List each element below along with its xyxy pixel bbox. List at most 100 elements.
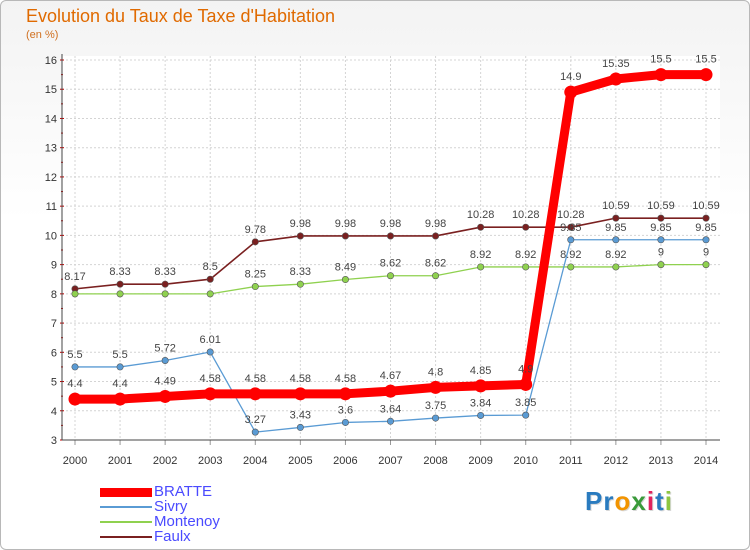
y-tick-label: 4: [51, 406, 57, 418]
data-point: [341, 418, 349, 426]
data-point: [612, 236, 620, 244]
data-point: [432, 414, 440, 422]
data-point: [657, 261, 665, 269]
x-tick-label: 2008: [423, 455, 447, 467]
data-point: [296, 423, 304, 431]
data-point: [386, 232, 394, 240]
data-point: [432, 272, 440, 280]
legend-swatch: [100, 521, 152, 523]
data-label: 8.62: [425, 258, 446, 270]
y-tick-label: 3: [51, 435, 57, 447]
data-label: 9.85: [560, 222, 581, 234]
logo-letter: o: [614, 486, 632, 516]
data-point: [116, 280, 124, 288]
series-faulx: [71, 214, 710, 293]
data-label: 9.85: [650, 222, 671, 234]
data-label: 8.92: [605, 249, 626, 261]
data-point: [71, 290, 79, 298]
data-label: 9.98: [425, 218, 446, 230]
data-label: 9.85: [695, 222, 716, 234]
series-montenoy: [71, 261, 710, 298]
data-point: [474, 379, 488, 393]
data-label: 8.5: [203, 261, 218, 273]
data-point: [161, 356, 169, 364]
data-label: 10.59: [692, 200, 720, 212]
data-label: 4.58: [245, 373, 266, 385]
proxiti-logo: Proxiti: [585, 486, 673, 517]
data-point: [477, 263, 485, 271]
data-point: [657, 236, 665, 244]
legend-swatch: [100, 506, 152, 508]
x-tick-label: 2003: [198, 455, 222, 467]
data-label: 9: [703, 247, 709, 259]
data-label: 4.67: [380, 370, 401, 382]
data-point: [338, 387, 352, 401]
data-point: [477, 223, 485, 231]
data-label: 10.59: [647, 200, 675, 212]
data-label: 10.28: [512, 209, 540, 221]
x-tick-label: 2012: [604, 455, 628, 467]
y-tick-label: 11: [46, 201, 57, 213]
x-tick-label: 2007: [378, 455, 402, 467]
data-label: 15.35: [602, 58, 630, 70]
data-label: 4.58: [200, 373, 221, 385]
data-label: 8.92: [560, 249, 581, 261]
series-bratte: [68, 68, 713, 406]
data-point: [657, 214, 665, 222]
data-label: 10.28: [557, 209, 585, 221]
data-label: 6.01: [200, 334, 221, 346]
data-point: [567, 236, 575, 244]
y-tick-label: 9: [51, 260, 57, 272]
data-point: [341, 276, 349, 284]
data-point: [567, 263, 575, 271]
data-point: [251, 283, 259, 291]
data-label: 8.49: [335, 262, 356, 274]
data-point: [161, 290, 169, 298]
data-point: [519, 377, 533, 391]
data-point: [702, 236, 710, 244]
data-label: 8.62: [380, 258, 401, 270]
data-point: [654, 68, 668, 82]
y-tick-label: 12: [45, 172, 57, 184]
data-label: 4.85: [470, 365, 491, 377]
x-tick-label: 2013: [649, 455, 673, 467]
legend-label: Sivry: [154, 498, 188, 515]
y-tick-label: 6: [51, 347, 57, 359]
data-label: 14.9: [560, 71, 581, 83]
x-tick-label: 2002: [153, 455, 177, 467]
data-label: 15.5: [650, 54, 671, 66]
data-point: [612, 263, 620, 271]
data-point: [609, 72, 623, 86]
data-point: [296, 232, 304, 240]
x-tick-label: 2000: [63, 455, 87, 467]
x-tick-label: 2001: [108, 455, 132, 467]
x-tick-label: 2011: [559, 455, 583, 467]
data-point: [71, 363, 79, 371]
legend-swatch: [100, 487, 152, 497]
data-label: 3.43: [290, 409, 311, 421]
data-label: 9.85: [605, 222, 626, 234]
data-label: 8.33: [154, 266, 175, 278]
data-point: [296, 280, 304, 288]
y-tick-label: 10: [45, 230, 57, 242]
data-point: [113, 392, 127, 406]
data-label: 4.9: [518, 363, 533, 375]
data-point: [341, 232, 349, 240]
data-point: [161, 280, 169, 288]
logo-letter: x: [631, 486, 647, 516]
data-point: [158, 389, 172, 403]
data-label: 9.98: [290, 218, 311, 230]
data-point: [206, 275, 214, 283]
data-point: [386, 272, 394, 280]
data-label: 10.59: [602, 200, 630, 212]
data-point: [116, 290, 124, 298]
data-label: 8.17: [64, 271, 85, 283]
data-label: 3.84: [470, 397, 491, 409]
x-tick-label: 2010: [513, 455, 537, 467]
legend-swatch: [100, 536, 152, 538]
data-point: [248, 387, 262, 401]
data-point: [699, 68, 713, 82]
data-label: 4.58: [335, 373, 356, 385]
x-tick-label: 2009: [468, 455, 492, 467]
